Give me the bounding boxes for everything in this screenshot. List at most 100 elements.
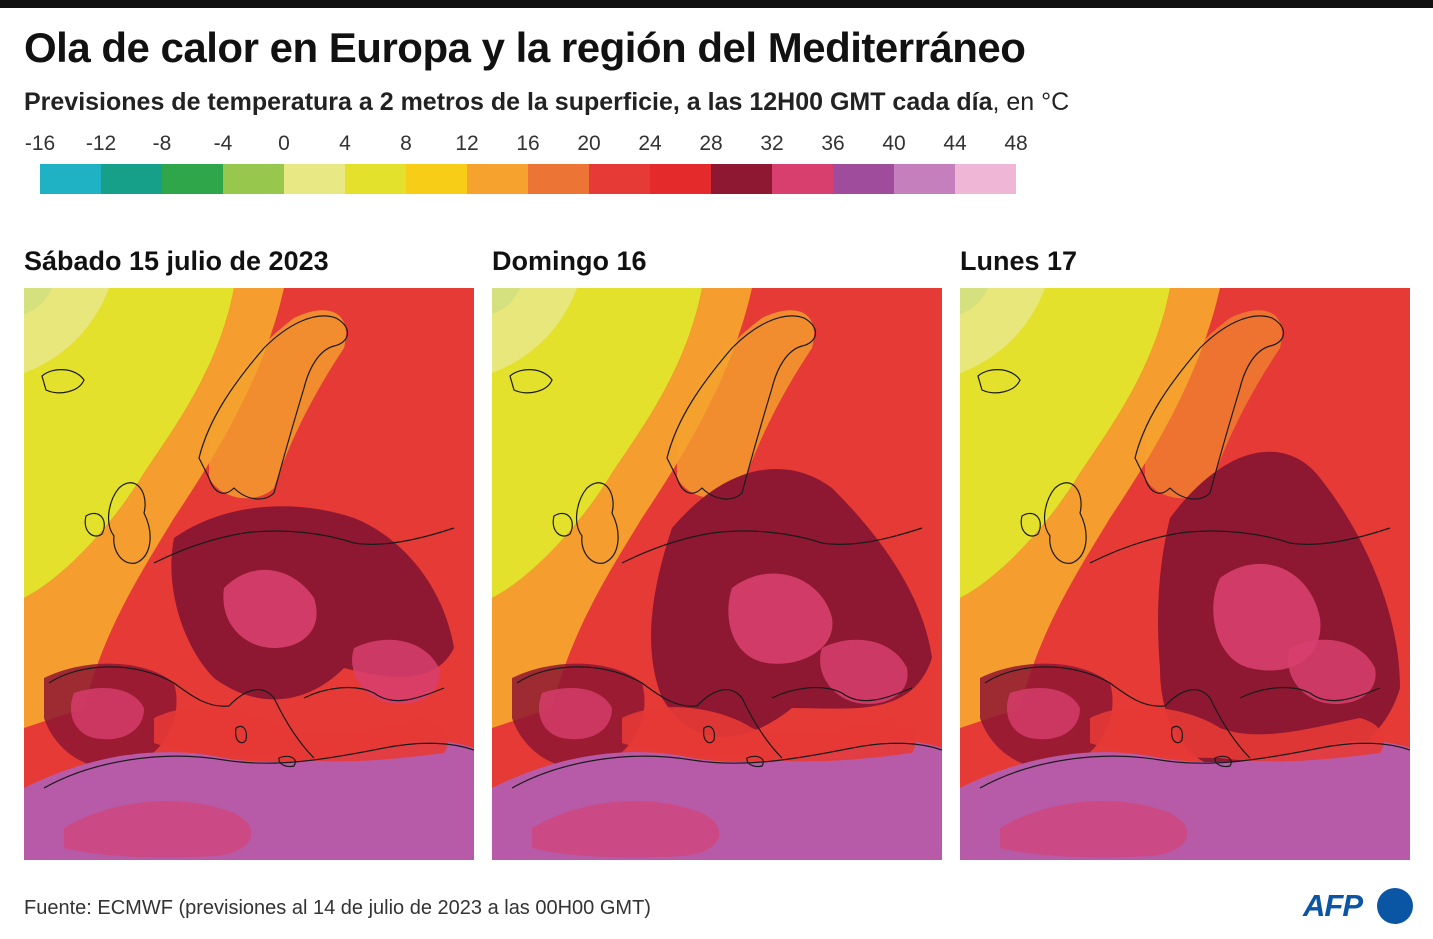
cool-atlantic-zone xyxy=(960,288,1170,598)
mediterranean-coastline xyxy=(984,666,1381,759)
scale-tick-label: -4 xyxy=(213,132,233,155)
africa-coastline xyxy=(979,742,1410,789)
scale-swatch-1 xyxy=(101,164,162,194)
extreme-heat-patch xyxy=(1213,563,1321,671)
map-sunday xyxy=(492,288,942,860)
north-coastline xyxy=(1089,527,1391,564)
scale-tick-label: 44 xyxy=(943,132,967,155)
warm-atlantic-band xyxy=(492,288,752,728)
scale-tick-label: 0 xyxy=(278,132,290,155)
scale-swatch-0 xyxy=(40,164,101,194)
scale-tick-label: -8 xyxy=(152,132,172,155)
top-rule xyxy=(0,0,1433,8)
warm-atlantic-band xyxy=(24,288,284,728)
north-coastline xyxy=(153,527,455,564)
iceland-coastline xyxy=(41,369,85,394)
scale-swatch-10 xyxy=(650,164,711,194)
scale-swatch-3 xyxy=(223,164,284,194)
panel-title-monday: Lunes 17 xyxy=(960,246,1078,276)
sardinia-coastline xyxy=(235,725,247,744)
sardinia-coastline xyxy=(703,725,715,744)
scale-swatch-5 xyxy=(345,164,406,194)
extreme-heat-patch xyxy=(728,573,833,664)
iberia-extreme-patch xyxy=(1006,688,1080,740)
scale-swatch-4 xyxy=(284,164,345,194)
panel-title-sunday: Domingo 16 xyxy=(492,246,647,276)
scale-tick-label: 40 xyxy=(882,132,906,155)
subtitle-unit: , en °C xyxy=(992,88,1070,116)
mediterranean-coastline xyxy=(48,666,445,759)
scale-swatch-7 xyxy=(467,164,528,194)
scale-tick-label: 16 xyxy=(516,132,540,155)
ireland-coastline xyxy=(552,512,573,537)
subtitle-text: Previsiones de temperatura a 2 metros de… xyxy=(24,88,993,116)
britain-coastline xyxy=(575,482,619,564)
africa-coastline xyxy=(511,742,942,789)
afp-logo: AFP xyxy=(1303,886,1415,926)
scandinavia-zone xyxy=(1145,310,1282,499)
scale-swatch-11 xyxy=(711,164,772,194)
mediterranean-sea xyxy=(622,707,916,762)
scale-tick-label: 36 xyxy=(821,132,845,155)
sardinia-coastline xyxy=(1171,725,1183,744)
balkans-extreme-patch xyxy=(352,639,440,704)
sicily-coastline xyxy=(1214,755,1232,768)
arctic-cool-zone xyxy=(492,288,577,373)
desert-hot-patch xyxy=(1000,801,1188,858)
scale-tick-label: 8 xyxy=(400,132,412,155)
scale-swatch-14 xyxy=(894,164,955,194)
mediterranean-coastline xyxy=(516,666,913,759)
afp-logo-text: AFP xyxy=(1303,888,1363,923)
iceland-coastline xyxy=(509,369,553,394)
afp-logo-dot xyxy=(1377,888,1413,924)
desert-hot-patch xyxy=(532,801,720,858)
ireland-coastline xyxy=(84,512,105,537)
arctic-cool-zone xyxy=(24,288,109,373)
scale-swatch-2 xyxy=(162,164,223,194)
britain-coastline xyxy=(107,482,151,564)
scandinavia-coastline xyxy=(198,315,348,500)
mediterranean-sea xyxy=(154,707,448,762)
scandinavia-zone xyxy=(209,310,346,499)
scale-swatch-12 xyxy=(772,164,833,194)
scale-tick-label: 4 xyxy=(339,132,351,155)
sicily-coastline xyxy=(278,755,296,768)
scale-tick-label: 12 xyxy=(455,132,479,155)
iberia-extreme-patch xyxy=(70,688,144,740)
scale-tick-label: -16 xyxy=(24,132,56,155)
cool-atlantic-zone xyxy=(24,288,234,598)
panel-title-saturday: Sábado 15 julio de 2023 xyxy=(24,246,329,276)
map-saturday xyxy=(24,288,474,860)
balkans-extreme-patch xyxy=(820,639,908,704)
arctic-cool-zone xyxy=(960,288,1045,373)
source-note: Fuente: ECMWF (previsiones al 14 de juli… xyxy=(24,897,651,919)
iceland-coastline xyxy=(977,369,1021,394)
scandinavia-zone xyxy=(677,310,814,499)
iberia-extreme-patch xyxy=(538,688,612,740)
desert-hot-patch xyxy=(64,801,252,858)
page-title: Ola de calor en Europa y la región del M… xyxy=(24,24,1026,71)
cool-atlantic-zone xyxy=(492,288,702,598)
scale-tick-label: 48 xyxy=(1004,132,1028,155)
scale-tick-label: 32 xyxy=(760,132,784,155)
africa-coastline xyxy=(43,742,474,789)
scale-swatch-6 xyxy=(406,164,467,194)
mediterranean-sea xyxy=(1090,707,1384,762)
scale-tick-label: 20 xyxy=(577,132,601,155)
scale-swatches xyxy=(40,164,1016,194)
britain-coastline xyxy=(1043,482,1087,564)
warm-atlantic-band xyxy=(960,288,1220,728)
north-coastline xyxy=(621,527,923,564)
scale-swatch-13 xyxy=(833,164,894,194)
balkans-extreme-patch xyxy=(1288,639,1376,704)
scandinavia-coastline xyxy=(1134,315,1284,500)
page-subtitle: Previsiones de temperatura a 2 metros de… xyxy=(24,88,1069,117)
sicily-coastline xyxy=(746,755,764,768)
extreme-heat-patch xyxy=(223,569,317,648)
temperature-scale: -16 -12 -8 -4 0 4 8 12 16 20 24 28 32 36 40 44 48 xyxy=(25,128,1028,198)
map-monday xyxy=(960,288,1410,860)
scale-swatch-9 xyxy=(589,164,650,194)
scandinavia-coastline xyxy=(666,315,816,500)
scale-tick-label: 24 xyxy=(638,132,662,155)
scale-swatch-15 xyxy=(955,164,1016,194)
